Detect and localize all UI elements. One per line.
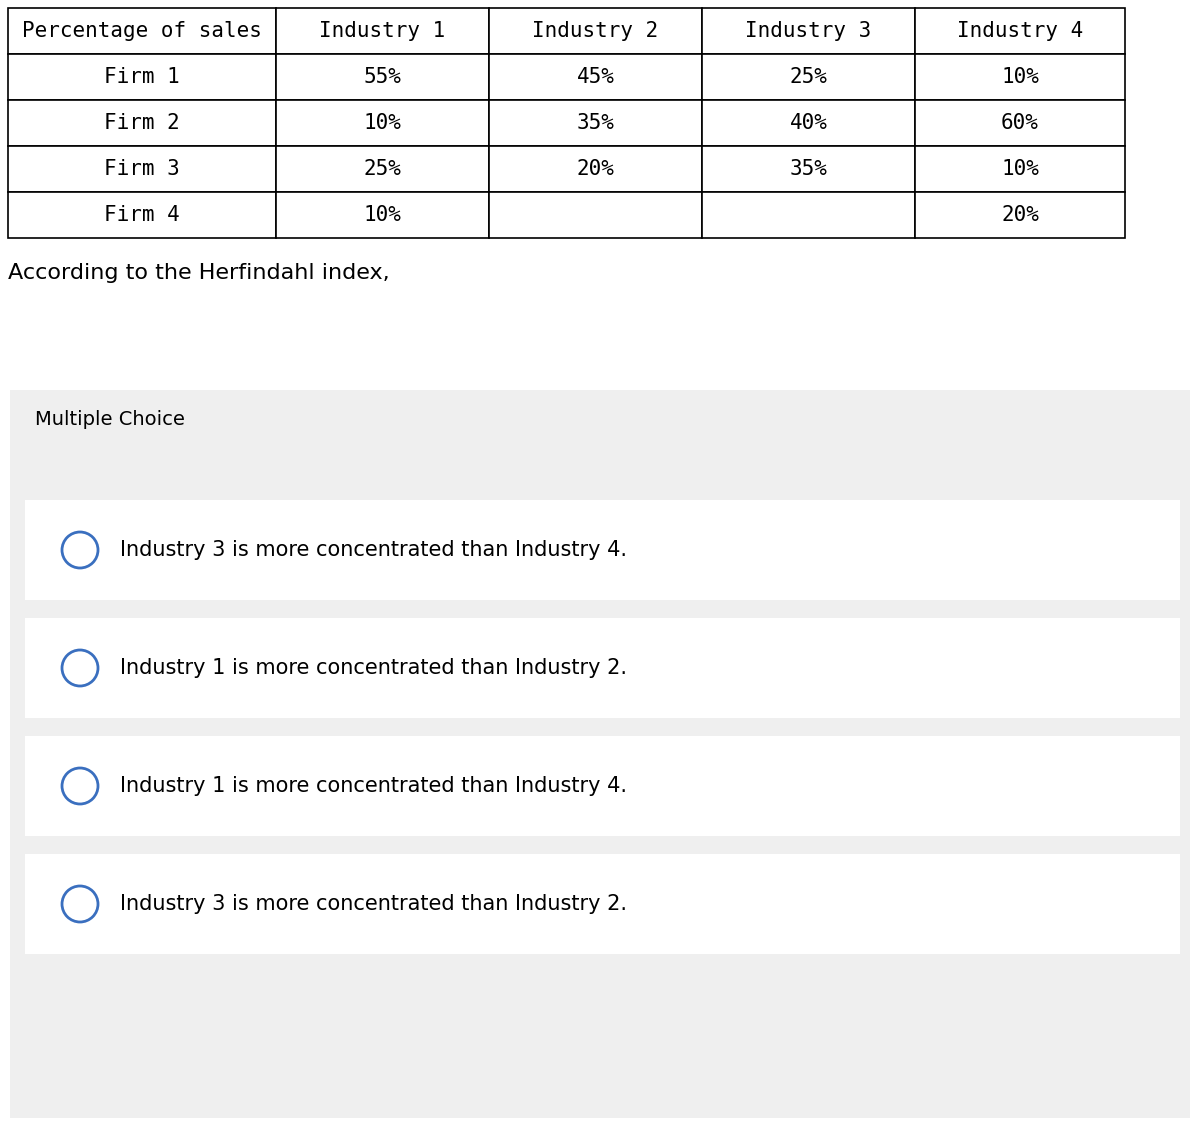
Text: 20%: 20%	[1001, 205, 1039, 224]
Bar	[490, 54, 702, 100]
Bar	[702, 100, 916, 146]
Text: 10%: 10%	[364, 113, 402, 133]
Circle shape	[62, 885, 98, 922]
Bar	[276, 8, 490, 54]
Bar	[916, 8, 1126, 54]
Text: 40%: 40%	[790, 113, 828, 133]
Bar	[8, 146, 276, 192]
Bar	[916, 100, 1126, 146]
Circle shape	[62, 650, 98, 686]
Text: Industry 3 is more concentrated than Industry 4.: Industry 3 is more concentrated than Ind…	[120, 540, 628, 559]
Bar	[702, 146, 916, 192]
Text: Industry 1 is more concentrated than Industry 4.: Industry 1 is more concentrated than Ind…	[120, 776, 628, 796]
Text: 25%: 25%	[790, 67, 828, 87]
Text: Multiple Choice: Multiple Choice	[35, 409, 185, 429]
Text: 20%: 20%	[576, 159, 614, 179]
Text: Industry 4: Industry 4	[956, 21, 1084, 41]
Bar	[490, 192, 702, 238]
Text: 10%: 10%	[364, 205, 402, 224]
Text: 35%: 35%	[790, 159, 828, 179]
Text: Industry 3: Industry 3	[745, 21, 871, 41]
Bar	[702, 8, 916, 54]
Bar	[490, 146, 702, 192]
Text: 10%: 10%	[1001, 67, 1039, 87]
Text: Firm 2: Firm 2	[104, 113, 180, 133]
Text: According to the Herfindahl index,: According to the Herfindahl index,	[8, 263, 390, 283]
FancyBboxPatch shape	[25, 618, 1180, 719]
Bar	[8, 54, 276, 100]
Bar	[916, 54, 1126, 100]
Bar	[702, 54, 916, 100]
Bar	[276, 146, 490, 192]
Text: Industry 2: Industry 2	[533, 21, 659, 41]
Bar	[490, 100, 702, 146]
Text: Percentage of sales: Percentage of sales	[22, 21, 262, 41]
Bar	[916, 192, 1126, 238]
Bar	[702, 192, 916, 238]
Text: Firm 3: Firm 3	[104, 159, 180, 179]
Bar	[276, 192, 490, 238]
FancyBboxPatch shape	[25, 500, 1180, 600]
Text: 25%: 25%	[364, 159, 402, 179]
Text: 60%: 60%	[1001, 113, 1039, 133]
Bar	[276, 54, 490, 100]
Bar	[8, 100, 276, 146]
Bar	[490, 8, 702, 54]
Text: Industry 1 is more concentrated than Industry 2.: Industry 1 is more concentrated than Ind…	[120, 658, 628, 678]
Bar	[276, 100, 490, 146]
Text: Industry 1: Industry 1	[319, 21, 445, 41]
Text: Industry 3 is more concentrated than Industry 2.: Industry 3 is more concentrated than Ind…	[120, 895, 628, 914]
Bar	[916, 146, 1126, 192]
Text: 35%: 35%	[576, 113, 614, 133]
Bar	[8, 192, 276, 238]
Text: Firm 4: Firm 4	[104, 205, 180, 224]
FancyBboxPatch shape	[10, 390, 1190, 1118]
Text: 10%: 10%	[1001, 159, 1039, 179]
Text: Firm 1: Firm 1	[104, 67, 180, 87]
Circle shape	[62, 768, 98, 804]
Bar	[8, 8, 276, 54]
Text: 55%: 55%	[364, 67, 402, 87]
FancyBboxPatch shape	[25, 735, 1180, 836]
Circle shape	[62, 532, 98, 569]
Text: 45%: 45%	[576, 67, 614, 87]
FancyBboxPatch shape	[25, 854, 1180, 954]
